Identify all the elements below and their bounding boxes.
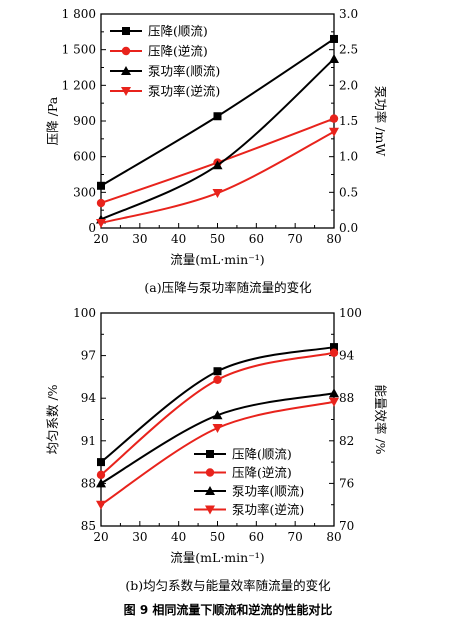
y-axis-label: 压降 /Pa bbox=[45, 96, 60, 145]
data-point bbox=[329, 388, 339, 398]
y2-tick-label: 1.5 bbox=[339, 114, 358, 128]
x-tick-label: 60 bbox=[249, 530, 264, 544]
y-tick-label: 100 bbox=[73, 306, 96, 320]
y-tick-label: 600 bbox=[73, 150, 96, 164]
y-tick-label: 85 bbox=[81, 519, 96, 533]
x-tick-label: 80 bbox=[326, 530, 341, 544]
legend-marker bbox=[205, 468, 215, 477]
data-point bbox=[96, 478, 106, 488]
data-point bbox=[96, 470, 106, 480]
data-point bbox=[213, 367, 222, 376]
data-point bbox=[329, 348, 339, 357]
chart-b: 20 30 40 50 60 70 8085889194971007076828894100… bbox=[45, 306, 388, 593]
x-tick-label: 40 bbox=[171, 232, 186, 246]
data-point bbox=[330, 34, 338, 43]
data-point bbox=[96, 198, 106, 208]
legend-marker bbox=[205, 505, 215, 515]
y-tick-label: 1 200 bbox=[62, 78, 96, 92]
legend-marker bbox=[121, 46, 131, 56]
data-point bbox=[97, 458, 105, 467]
y-tick-label: 1 800 bbox=[62, 7, 96, 21]
legend-label: 泵功率(逆流) bbox=[232, 502, 304, 517]
legend-label: 压降(逆流) bbox=[148, 44, 208, 59]
series-line bbox=[100, 346, 335, 463]
y-tick-label: 0 bbox=[88, 221, 96, 235]
y2-tick-label: 70 bbox=[339, 519, 354, 533]
x-tick-label: 20 bbox=[93, 530, 108, 544]
data-point bbox=[96, 500, 106, 510]
figure-caption: 图 9 相同流量下顺流和逆流的性能对比 bbox=[124, 602, 333, 617]
y-tick-label: 900 bbox=[73, 114, 96, 128]
data-point bbox=[213, 112, 222, 121]
legend-marker bbox=[206, 450, 214, 458]
legend-label: 泵功率(逆流) bbox=[148, 84, 220, 99]
x-tick-label: 80 bbox=[326, 232, 341, 246]
data-point bbox=[330, 343, 338, 352]
y-tick-label: 91 bbox=[81, 434, 96, 448]
data-point bbox=[329, 397, 339, 407]
legend-label: 泵功率(顺流) bbox=[148, 64, 220, 79]
y2-tick-label: 100 bbox=[339, 306, 362, 320]
y2-tick-label: 94 bbox=[339, 349, 355, 363]
data-point bbox=[213, 375, 222, 384]
legend-marker bbox=[121, 66, 131, 75]
y-tick-label: 1 500 bbox=[62, 43, 96, 57]
x-tick-label: 40 bbox=[171, 530, 186, 544]
x-tick-label: 50 bbox=[210, 530, 225, 544]
x-tick-label: 30 bbox=[132, 530, 147, 544]
x-axis-label: 流量(mL·min⁻¹) bbox=[170, 252, 264, 267]
data-point bbox=[329, 53, 339, 63]
y2-tick-label: 2.5 bbox=[339, 43, 358, 57]
y-tick-label: 97 bbox=[81, 349, 96, 363]
data-point bbox=[329, 127, 339, 137]
y2-tick-label: 2.0 bbox=[339, 78, 358, 92]
x-tick-label: 70 bbox=[288, 232, 303, 246]
chart-subtitle: (b)均匀系数与能量效率随流量的变化 bbox=[125, 578, 331, 593]
y2-tick-label: 1.0 bbox=[339, 150, 358, 164]
data-point bbox=[212, 189, 223, 199]
y2-tick-label: 0.5 bbox=[339, 185, 358, 199]
legend-label: 压降(逆流) bbox=[232, 465, 292, 480]
y2-tick-label: 88 bbox=[339, 391, 354, 405]
y2-axis-label: 能量效率 /% bbox=[373, 384, 388, 454]
data-point bbox=[97, 181, 105, 190]
series-line bbox=[100, 130, 335, 224]
x-tick-label: 30 bbox=[132, 232, 147, 246]
x-axis-label: 流量(mL·min⁻¹) bbox=[170, 550, 264, 565]
data-point bbox=[212, 410, 223, 420]
chart-subtitle: (a)压降与泵功率随流量的变化 bbox=[144, 280, 312, 295]
y-tick-label: 94 bbox=[81, 391, 97, 405]
y2-axis-label: 泵功率 /mW bbox=[373, 86, 388, 157]
data-point bbox=[329, 114, 339, 123]
legend-marker bbox=[121, 87, 131, 96]
x-tick-label: 60 bbox=[249, 232, 264, 246]
legend-label: 泵功率(顺流) bbox=[232, 484, 304, 499]
y2-tick-label: 82 bbox=[339, 434, 354, 448]
data-point bbox=[96, 219, 106, 229]
y-axis-label: 均匀系数 /% bbox=[45, 384, 60, 454]
y2-tick-label: 76 bbox=[339, 476, 354, 490]
x-tick-label: 20 bbox=[93, 232, 108, 246]
y2-tick-label: 3.0 bbox=[339, 7, 358, 21]
data-point bbox=[212, 424, 223, 434]
x-tick-label: 50 bbox=[210, 232, 225, 246]
chart-a: 20 30 40 50 60 70 80 0 300 600 900 1 200 1 500 1 800 0… bbox=[45, 7, 388, 295]
x-tick-label: 70 bbox=[288, 530, 303, 544]
legend-label: 压降(顺流) bbox=[148, 24, 208, 39]
data-point bbox=[212, 160, 223, 170]
legend-label: 压降(顺流) bbox=[232, 447, 292, 462]
y-tick-label: 88 bbox=[81, 476, 96, 490]
y2-tick-label: 0.0 bbox=[339, 221, 358, 235]
y-tick-label: 300 bbox=[73, 185, 96, 199]
legend-marker bbox=[205, 486, 215, 495]
legend-marker bbox=[122, 27, 130, 35]
